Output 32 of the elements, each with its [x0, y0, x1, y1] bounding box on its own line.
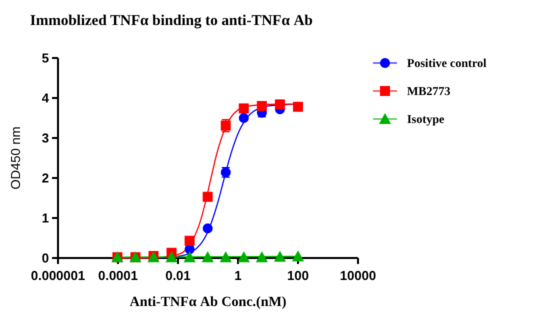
point: [274, 250, 286, 262]
chart-title: Immoblized TNFα binding to anti-TNFα Ab: [30, 13, 313, 29]
y-tick-label: 1: [42, 210, 49, 226]
point: [238, 103, 249, 114]
x-tick-label: 100: [287, 268, 309, 283]
point: [202, 192, 213, 202]
point: [184, 236, 195, 246]
x-tick-label: 0.000001: [30, 268, 86, 283]
legend-label: Positive control: [407, 56, 488, 70]
x-tick-label: 1: [234, 268, 242, 283]
point: [184, 251, 196, 262]
y-tick-label: 3: [42, 130, 49, 146]
y-tick-label: 5: [42, 50, 49, 66]
point: [256, 101, 267, 111]
point: [274, 99, 285, 110]
point: [166, 251, 178, 262]
x-tick-label: 0.01: [165, 268, 191, 283]
y-tick-label: 2: [42, 170, 49, 186]
legend-label: MB2773: [407, 84, 450, 98]
y-axis-title: OD450 nm: [8, 126, 23, 190]
x-tick-label: 0.0001: [98, 268, 138, 283]
x-tick-label: 10000: [340, 268, 376, 283]
point: [202, 251, 214, 262]
point: [220, 251, 232, 262]
legend-label: Isotype: [407, 112, 446, 126]
point: [293, 102, 303, 112]
y-tick-label: 4: [42, 90, 50, 106]
point: [238, 251, 250, 262]
point: [292, 250, 304, 262]
point: [256, 251, 268, 262]
y-tick-label: 0: [42, 250, 49, 266]
x-axis-title: Anti-TNFα Ab Conc.(nM): [130, 295, 287, 310]
